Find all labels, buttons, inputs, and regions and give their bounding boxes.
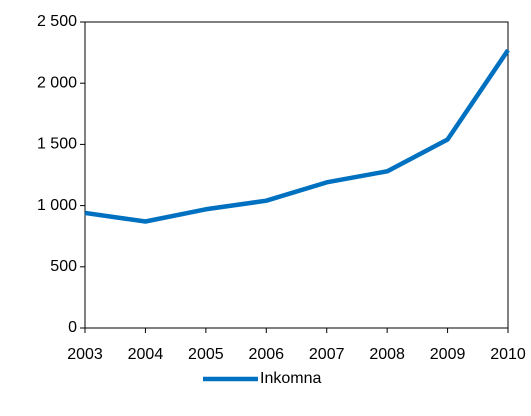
- y-tick-label: 2 000: [37, 74, 77, 91]
- y-tick-label: 500: [50, 258, 77, 275]
- x-tick-label: 2004: [128, 346, 164, 363]
- x-tick-label: 2009: [430, 346, 466, 363]
- legend-label: Inkomna: [260, 370, 321, 387]
- x-tick-label: 2006: [248, 346, 284, 363]
- y-tick-label: 1 000: [37, 197, 77, 214]
- y-tick-label: 0: [68, 319, 77, 336]
- x-tick-label: 2005: [188, 346, 224, 363]
- data-line: [84, 48, 510, 224]
- x-tick-label: 2008: [369, 346, 405, 363]
- plot-frame: [84, 21, 509, 329]
- y-tick-label: 2 500: [37, 13, 77, 30]
- y-tick-label: 1 500: [37, 136, 77, 153]
- x-tick-label: 2007: [309, 346, 345, 363]
- x-tick-label: 2010: [490, 346, 526, 363]
- x-tick-label: 2003: [67, 346, 103, 363]
